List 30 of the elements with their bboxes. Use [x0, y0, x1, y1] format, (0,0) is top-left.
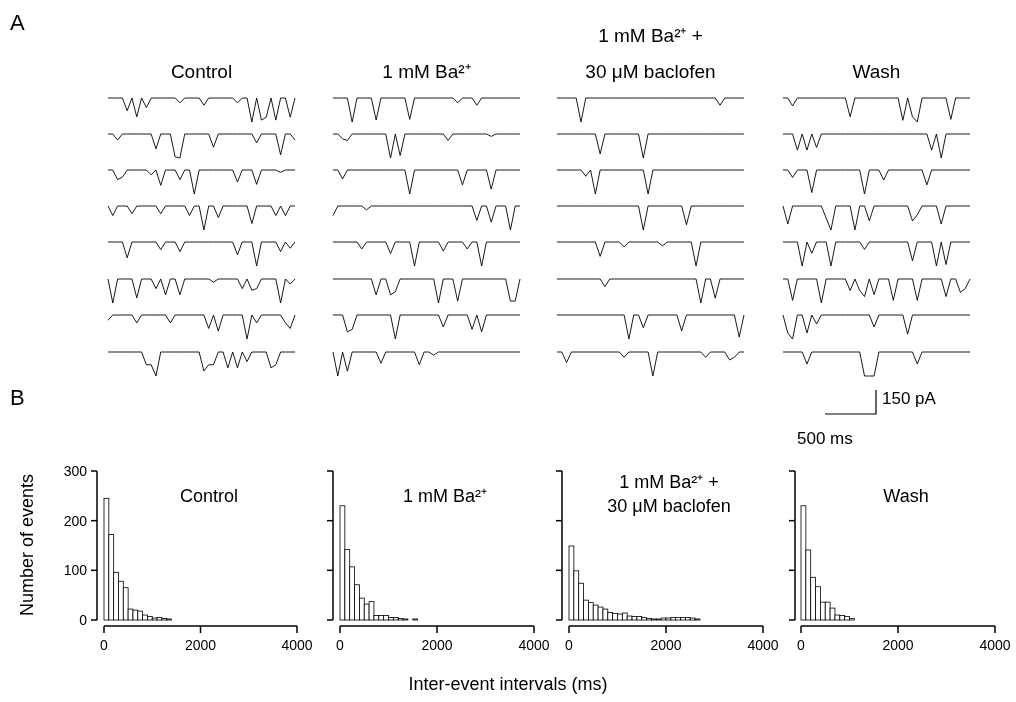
x-tick-label: 4000: [518, 637, 550, 653]
chart-title: 1 mM Ba²⁺ + 30 μM baclofen: [585, 25, 716, 82]
y-tick-label: 0: [79, 612, 88, 628]
x-tick-label: 2000: [882, 637, 914, 653]
x-tick-label: 0: [336, 637, 345, 653]
x-tick-label: 4000: [281, 637, 313, 653]
x-tick-label: 0: [565, 637, 574, 653]
y-tick-label: 300: [63, 463, 88, 479]
text: 1 mM Ba²⁺ + 30 μM baclofen: [607, 472, 731, 516]
x-tick-label: 4000: [747, 637, 779, 653]
x-tick-label: 4000: [979, 637, 1011, 653]
text: 500 ms: [797, 429, 853, 448]
chart-title: Wash: [852, 61, 901, 82]
chart-title: 1 mM Ba²⁺: [382, 61, 471, 82]
y-tick-label: 200: [63, 512, 88, 529]
y-axis-title: Number of events: [17, 473, 37, 617]
x-tick-label: 2000: [421, 637, 453, 653]
text: A: [10, 10, 25, 35]
x-tick-label: 0: [100, 637, 109, 653]
text: Control: [179, 486, 239, 506]
y-tick-label: 100: [63, 562, 88, 579]
text: Wash: [883, 486, 929, 506]
text: 1 mM Ba²⁺: [402, 486, 488, 506]
x-tick-label: 2000: [184, 637, 217, 653]
x-axis-title: Inter-event intervals (ms): [408, 674, 608, 694]
x-tick-label: 2000: [650, 637, 682, 653]
x-tick-label: 0: [797, 637, 806, 653]
chart-title: Control: [170, 61, 233, 82]
text: 150 pA: [882, 389, 937, 408]
text: B: [10, 385, 25, 410]
